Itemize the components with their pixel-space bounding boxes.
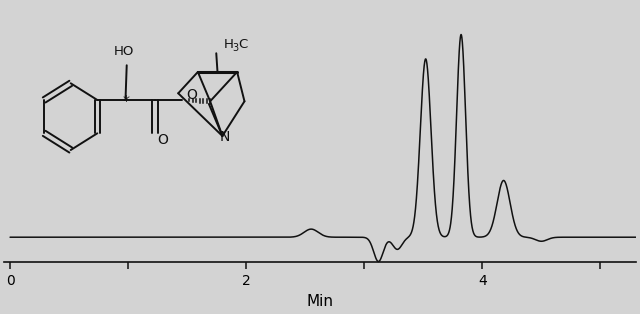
Text: 3: 3 xyxy=(232,43,239,53)
Text: N: N xyxy=(219,130,230,144)
Text: H: H xyxy=(223,38,234,51)
Text: *: * xyxy=(122,94,129,108)
X-axis label: Min: Min xyxy=(307,294,333,309)
Text: O: O xyxy=(157,133,168,147)
Text: O: O xyxy=(186,88,197,102)
Text: HO: HO xyxy=(114,45,134,58)
Text: C: C xyxy=(238,38,248,51)
